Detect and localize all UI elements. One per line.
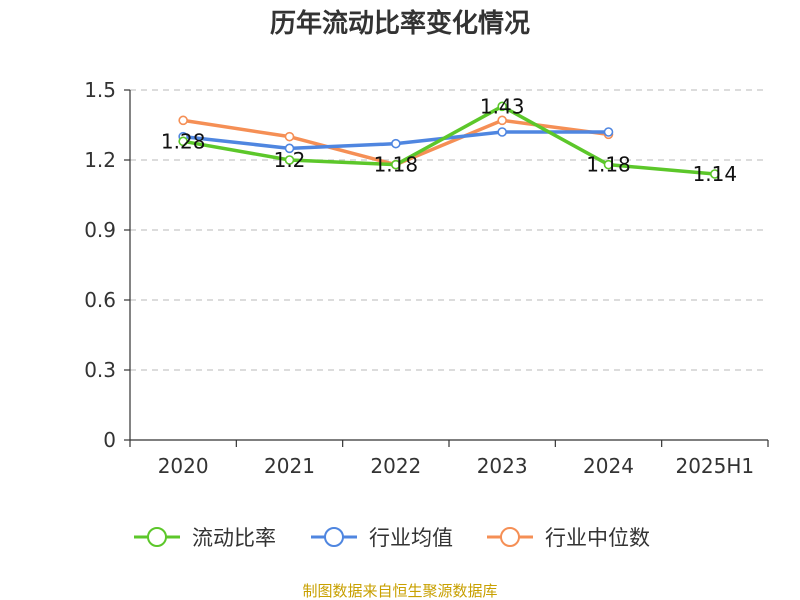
data-point <box>178 136 188 147</box>
data-point <box>710 169 720 179</box>
x-tick-label: 2023 <box>477 454 528 478</box>
grid-lines <box>130 89 768 371</box>
y-tick-label: 0.3 <box>84 358 116 382</box>
legend-label: 流动比率 <box>192 526 276 550</box>
series-lines <box>178 101 720 179</box>
data-point <box>391 138 401 149</box>
x-tick-label: 2020 <box>158 454 209 478</box>
x-tick-label: 2021 <box>264 454 315 478</box>
legend-item-1[interactable]: 流动比率 <box>134 526 276 550</box>
data-label: 1.43 <box>480 94 525 118</box>
series-line-1 <box>182 104 715 176</box>
data-point <box>391 159 401 170</box>
x-tick-label: 2022 <box>370 454 421 478</box>
legend-item-3[interactable]: 行业中位数 <box>487 526 650 550</box>
data-point <box>603 159 614 170</box>
y-tick-label: 0.6 <box>84 288 116 312</box>
data-point <box>284 155 295 165</box>
data-point <box>178 115 188 126</box>
data-point <box>603 127 614 137</box>
legend-item-2[interactable]: 行业均值 <box>311 526 453 550</box>
legend-label: 行业均值 <box>369 526 453 550</box>
data-label: 1.28 <box>161 129 206 153</box>
source-note: 制图数据来自恒生聚源数据库 <box>302 582 497 600</box>
data-label: 1.18 <box>374 153 419 177</box>
legend[interactable]: 流动比率 行业均值 行业中位数 <box>134 526 650 550</box>
chart-title: 历年流动比率变化情况 <box>270 8 530 39</box>
data-point <box>497 101 507 112</box>
data-labels: 1.28 1.2 1.18 1.43 1.18 1.14 <box>161 94 737 186</box>
data-point <box>284 131 295 142</box>
y-tick-label: 1.5 <box>84 78 116 102</box>
y-tick-label: 0.9 <box>84 218 116 242</box>
axes: 0 0.3 0.6 0.9 1.2 1.5 2020 2021 2022 2023 2024 2025… <box>84 78 769 478</box>
legend-marker <box>147 527 167 547</box>
data-label: 1.14 <box>693 162 738 186</box>
x-tick-label: 2025H1 <box>675 454 754 478</box>
legend-marker <box>500 527 520 547</box>
data-label: 1.2 <box>274 148 306 172</box>
data-point <box>497 127 507 137</box>
data-label: 1.18 <box>586 153 631 177</box>
legend-marker <box>324 527 344 547</box>
x-tick-label: 2024 <box>583 454 634 478</box>
y-tick-label: 0 <box>103 428 116 452</box>
data-point <box>497 115 507 126</box>
data-point <box>284 143 295 154</box>
y-tick-label: 1.2 <box>84 148 116 172</box>
legend-label: 行业中位数 <box>545 526 650 550</box>
